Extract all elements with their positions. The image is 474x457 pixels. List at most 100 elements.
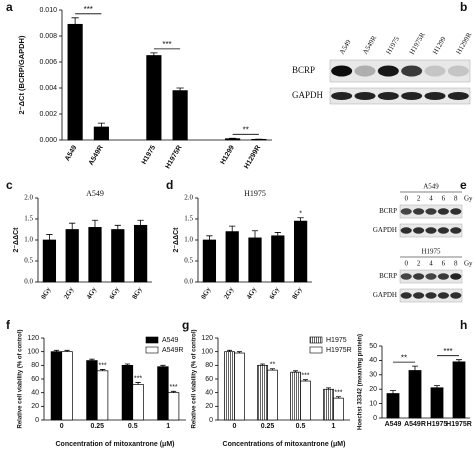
- blot-band: [437, 292, 449, 299]
- y-tick-label: 0: [35, 417, 39, 424]
- lane-unit: Gy: [464, 260, 473, 268]
- error-bar: [335, 396, 341, 399]
- x-tick-label: A549: [385, 421, 402, 428]
- error-bar: [53, 349, 60, 352]
- error-bar: [297, 217, 304, 222]
- y-axis-label: 2⁻ΔΔCt: [13, 227, 20, 253]
- error-bar: [135, 382, 141, 385]
- row-label: GAPDH: [292, 90, 324, 100]
- y-tick-label: 0: [373, 415, 377, 422]
- bar: [290, 371, 301, 421]
- row-label: GAPDH: [373, 226, 397, 234]
- bar: [430, 387, 444, 419]
- y-axis-label: Relative cell viability (% of control): [192, 329, 198, 428]
- lane-label: 4: [429, 260, 433, 268]
- lane-label: H1299: [431, 35, 448, 56]
- x-tick-label: 2Gy: [222, 285, 235, 300]
- blot-band: [400, 208, 412, 215]
- blot-band: [413, 273, 425, 280]
- y-tick-label: 60: [31, 376, 39, 383]
- blot-band: [377, 65, 399, 77]
- x-tick-label: 1: [166, 423, 170, 430]
- panel-label: a: [6, 0, 13, 14]
- y-tick-label: 40: [369, 357, 377, 364]
- y-tick-label: 0.010: [39, 7, 57, 14]
- y-tick-label: 1.5: [24, 215, 33, 223]
- error-bar: [411, 365, 419, 371]
- error-bar: [433, 385, 441, 388]
- lane-label: H1299R: [455, 31, 474, 56]
- significance: ***: [84, 5, 93, 14]
- panel-label: c: [6, 178, 13, 192]
- error-bar: [137, 219, 144, 226]
- blot-title: H1975: [421, 248, 441, 256]
- blot-band: [413, 292, 425, 299]
- blot-band: [450, 292, 462, 299]
- error-bar: [260, 363, 266, 366]
- x-tick-label: 0.25: [90, 423, 104, 430]
- y-tick-label: 1.0: [184, 236, 193, 244]
- blot-band: [401, 92, 423, 100]
- x-tick-label: 0.5: [128, 423, 138, 430]
- blot-band: [400, 292, 412, 299]
- y-tick-label: 0.006: [39, 59, 57, 66]
- lane-label: 6: [442, 195, 446, 203]
- lane-label: 0: [404, 195, 408, 203]
- chart-title: A549: [86, 189, 104, 198]
- blot-band: [424, 92, 446, 100]
- bar: [157, 366, 169, 421]
- lane-label: 8: [454, 260, 458, 268]
- blot-band: [413, 208, 425, 215]
- legend-swatch: [145, 336, 159, 344]
- error-bar: [269, 368, 275, 371]
- x-tick-label: 0: [60, 423, 64, 430]
- row-label: BCRP: [379, 272, 397, 280]
- error-bar: [236, 351, 242, 354]
- significance: ***: [162, 40, 171, 49]
- error-bar: [293, 370, 299, 373]
- panel-label: b: [460, 0, 467, 14]
- significance: **: [401, 353, 407, 362]
- blot-band: [400, 227, 412, 234]
- error-bar: [227, 349, 233, 352]
- lane-label: H1975R: [408, 31, 427, 56]
- legend-swatch: [309, 346, 323, 354]
- blot-band: [450, 227, 462, 234]
- significance: ***: [443, 347, 452, 356]
- error-bar: [150, 52, 158, 56]
- significance: *: [299, 211, 302, 218]
- bar: [386, 393, 400, 419]
- x-tick-label: 8Gy: [131, 285, 144, 300]
- y-tick-label: 1.0: [24, 236, 33, 244]
- panel-label: f: [6, 318, 11, 332]
- error-bar: [302, 379, 308, 382]
- blot-band: [447, 92, 469, 100]
- error-bar: [170, 390, 177, 393]
- legend-label: H1975: [326, 337, 347, 344]
- bar: [121, 364, 134, 421]
- lane-label: 8: [454, 195, 458, 203]
- bar: [111, 229, 125, 283]
- bar: [408, 370, 422, 419]
- lane-label: 2: [417, 260, 421, 268]
- bar: [225, 231, 239, 283]
- x-tick-label: 1: [332, 423, 336, 430]
- lane-label: 2: [417, 195, 421, 203]
- error-bar: [89, 358, 95, 361]
- row-label: BCRP: [292, 65, 315, 75]
- bar: [61, 351, 73, 421]
- error-bar: [46, 234, 53, 240]
- chart-title: H1975: [244, 189, 266, 198]
- lane-label: 0: [404, 260, 408, 268]
- significance: ***: [334, 390, 342, 397]
- blot-band: [447, 65, 469, 77]
- x-tick-label: H1975: [427, 421, 448, 428]
- y-tick-label: 80: [31, 362, 39, 369]
- blot-band: [425, 208, 437, 215]
- y-tick-label: 1.5: [184, 215, 193, 223]
- y-tick-label: 0.5: [184, 257, 193, 265]
- error-bar: [114, 224, 121, 230]
- x-axis-label: Concentrations of mitoxantrone (μM): [223, 441, 346, 448]
- blot-band: [425, 273, 437, 280]
- x-tick-label: 0.5: [296, 423, 306, 430]
